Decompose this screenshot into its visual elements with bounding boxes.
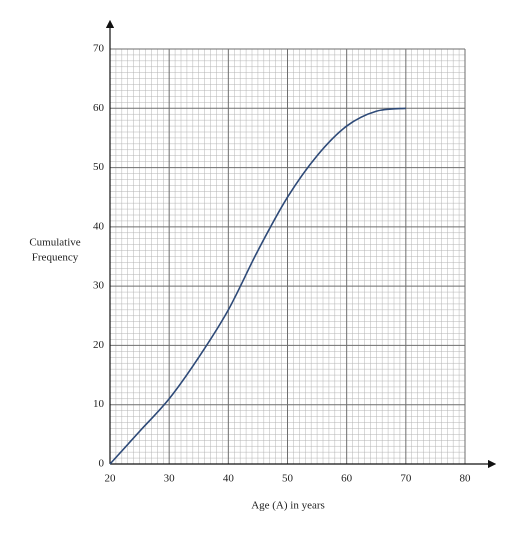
y-tick-label: 0 (99, 458, 105, 470)
y-axis-label: Frequency (32, 252, 79, 264)
y-tick-label: 50 (93, 161, 105, 173)
y-tick-label: 70 (93, 43, 105, 55)
x-tick-label: 20 (105, 473, 117, 485)
x-tick-label: 80 (460, 473, 472, 485)
curve (109, 107, 406, 465)
y-tick-label: 60 (93, 102, 105, 114)
y-axis-label: Cumulative (29, 237, 80, 249)
x-tick-label: 30 (164, 473, 176, 485)
y-tick-label: 20 (93, 339, 105, 351)
x-tick-label: 60 (341, 473, 353, 485)
x-axis-label: Age (A) in years (251, 500, 325, 512)
y-tick-label: 40 (93, 220, 105, 232)
y-tick-label: 10 (93, 398, 105, 410)
x-tick-label: 50 (282, 473, 294, 485)
y-tick-label: 30 (93, 280, 105, 292)
x-tick-label: 70 (400, 473, 412, 485)
x-tick-label: 40 (223, 473, 235, 485)
